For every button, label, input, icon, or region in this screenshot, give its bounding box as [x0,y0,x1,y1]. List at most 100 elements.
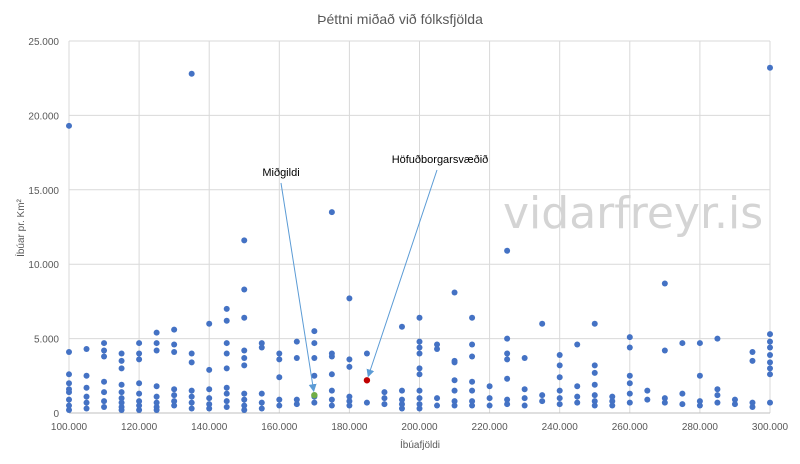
data-point [83,346,90,353]
median-point [311,391,318,399]
data-point [311,372,318,379]
data-point [83,372,90,379]
data-point [66,380,72,387]
x-tick-label: 100.000 [51,422,88,433]
data-point [346,402,353,409]
data-point [188,387,195,394]
data-point [504,247,511,254]
y-tick-label: 0 [53,409,59,420]
data-point [434,346,441,353]
data-point [241,354,248,361]
data-point [416,395,423,402]
data-point [223,365,230,372]
data-point [504,396,511,403]
data-point [381,395,388,402]
data-point [276,396,283,403]
annotation-label: Höfuðborgarsvæðið [392,154,489,166]
data-point [679,390,686,397]
data-point [661,280,668,287]
data-point [539,392,546,399]
annotations: Miðgildi Höfuðborgarsvæðið [262,154,489,393]
data-point [469,314,476,321]
data-point [171,398,178,405]
data-point [258,344,265,351]
data-point [311,399,318,406]
data-point [328,402,335,409]
data-point [276,356,283,363]
data-point [451,387,458,394]
data-point [451,402,458,409]
data-point [328,209,335,216]
annotation-arrow [366,169,438,378]
data-point [556,351,563,358]
data-point [591,369,598,376]
x-tick-label: 220.000 [472,422,509,433]
data-point [767,371,773,378]
data-point [714,392,721,399]
chart-title: Þéttni miðað við fólksfjölda [317,11,483,27]
x-tick-label: 160.000 [261,422,298,433]
data-point [644,387,651,394]
y-tick-label: 25.000 [28,37,59,48]
data-point [153,383,160,390]
data-point [118,350,125,357]
data-point [346,356,353,363]
data-point [136,350,143,357]
data-point [381,389,388,396]
data-point [469,378,476,385]
data-point [714,335,721,342]
data-point [521,402,528,409]
data-point [66,371,72,378]
data-point [153,347,160,354]
data-point [328,396,335,403]
data-point [469,353,476,360]
data-point [767,365,773,372]
data-point [661,347,668,354]
data-point [504,335,511,342]
data-point [188,359,195,366]
data-point [626,334,633,341]
data-point [469,387,476,394]
data-point [188,393,195,400]
data-point [591,398,598,405]
data-point [609,393,616,400]
data-point [626,399,633,406]
data-point [434,341,441,348]
data-point [241,347,248,354]
data-point [328,387,335,394]
data-point [609,398,616,405]
data-point [767,344,773,351]
data-point [416,405,423,412]
data-point [311,354,318,361]
data-point [346,295,353,302]
data-point [153,340,160,347]
data-point [66,389,72,396]
data-point [293,354,300,361]
data-point [591,362,598,369]
data-point [574,393,581,400]
data-point [574,383,581,390]
data-point [679,340,686,347]
data-point [206,320,213,327]
data-point [328,353,335,360]
data-point [136,398,143,405]
watermark: vidarfreyr.is [503,188,763,239]
data-point [574,341,581,348]
data-point [749,404,756,411]
data-point [83,399,90,406]
annotation-label: Miðgildi [262,167,299,179]
data-point [749,399,756,406]
data-point [416,387,423,394]
data-point [363,399,370,406]
data-point [714,399,721,406]
data-point [626,344,633,351]
x-tick-label: 240.000 [542,422,579,433]
data-point [101,378,108,385]
data-point [767,338,773,345]
data-point [363,350,370,357]
data-point [556,401,563,408]
data-point [416,401,423,408]
data-point [206,386,213,393]
y-tick-label: 15.000 [28,186,59,197]
data-point [609,402,616,409]
